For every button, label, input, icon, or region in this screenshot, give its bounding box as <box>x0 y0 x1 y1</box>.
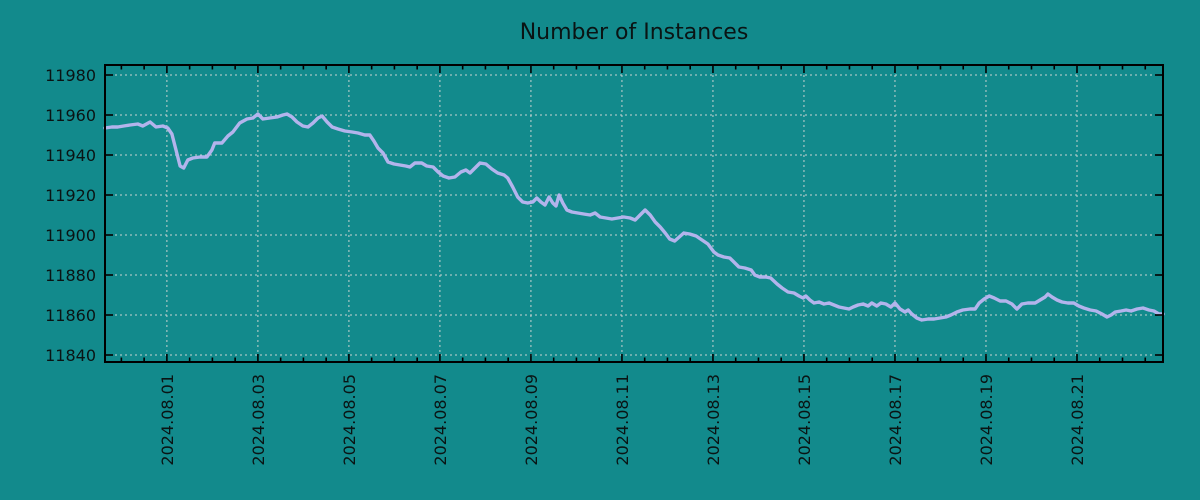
data-series <box>103 112 1165 322</box>
x-tick-label: 2024.08.05 <box>340 374 359 466</box>
y-tick-label: 11940 <box>45 146 96 165</box>
y-tick-label: 11980 <box>45 66 96 85</box>
y-tick-label: 11960 <box>45 106 96 125</box>
x-tick-label: 2024.08.03 <box>249 374 268 466</box>
tick-labels: 11840 11860 11880 11900 11920 11940 11960 11980… <box>45 66 1087 466</box>
y-tick-label: 11860 <box>45 306 96 325</box>
x-tick-label: 2024.08.11 <box>613 374 632 466</box>
x-tick-label: 2024.08.07 <box>431 374 450 466</box>
x-tick-label: 2024.08.15 <box>795 374 814 466</box>
x-tick-label: 2024.08.21 <box>1068 374 1087 466</box>
y-tick-label: 11880 <box>45 266 96 285</box>
x-tick-label: 2024.08.13 <box>704 374 723 466</box>
y-tick-label: 11840 <box>45 346 96 365</box>
x-tick-label: 2024.08.19 <box>977 374 996 466</box>
plot-border <box>104 64 1164 363</box>
chart-title: Number of Instances <box>520 20 749 45</box>
series-line-instances <box>103 112 1165 322</box>
x-tick-label: 2024.08.09 <box>522 374 541 466</box>
axes <box>104 64 1164 363</box>
x-tick-label: 2024.08.01 <box>158 374 177 466</box>
grid-lines <box>105 65 1163 362</box>
x-tick-label: 2024.08.17 <box>886 374 905 466</box>
y-tick-label: 11900 <box>45 226 96 245</box>
y-tick-label: 11920 <box>45 186 96 205</box>
